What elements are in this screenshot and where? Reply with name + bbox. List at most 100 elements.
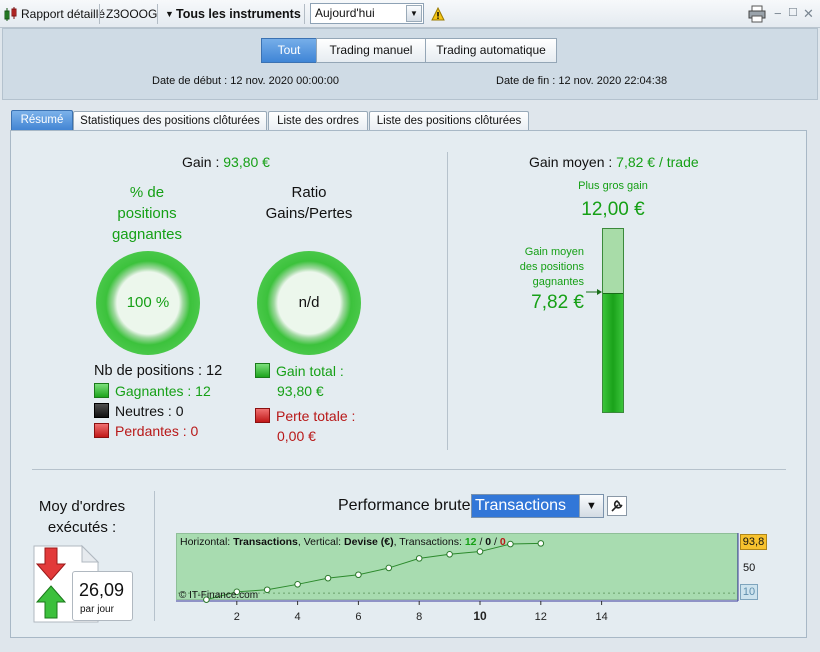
start-date-value: 12 nov. 2020 00:00:00 [230,75,339,87]
x-tick-label: 4 [295,611,301,623]
max-gain-label: Plus gros gain [578,180,648,192]
info-wins: 12 [464,536,477,548]
legend-losing: Perdantes : 0 [94,421,198,441]
data-point [385,564,393,572]
chart-info: Horizontal: Transactions, Vertical: Devi… [180,536,506,548]
performance-label: Performance brute [338,497,471,514]
pct-title: % de positions gagnantes [96,182,198,245]
maximize-icon[interactable]: ☐ [788,7,798,19]
x-tick-label: 10 [473,609,487,623]
horizontal-divider [32,469,786,470]
start-date-label: Date de début : [152,75,228,87]
red-square-icon [94,423,109,438]
tab-closed-positions[interactable]: Liste des positions clôturées [369,111,529,131]
chevron-down-icon[interactable]: ▼ [165,9,174,19]
profit-loss-ratio-gauge: n/d [257,251,361,355]
pct-value: 100 % [126,294,170,311]
info-losses: 0 [499,536,506,548]
avg-winning-line: gagnantes [532,276,584,288]
series-line [206,542,541,601]
info-neutral: 0 [485,536,492,548]
neutral-label: Neutres : 0 [115,403,184,419]
gain-heading: Gain : 93,80 € [182,154,270,170]
printer-icon[interactable] [747,5,767,23]
green-square-icon [255,363,270,378]
info-vertical: Devise (€) [344,536,394,548]
tab-resume[interactable]: Résumé [11,110,73,131]
segment-auto[interactable]: Trading automatique [425,38,557,63]
toolbar-divider [304,4,305,24]
info-horizontal: Transactions [233,536,298,548]
data-point [294,581,301,588]
minimize-icon[interactable]: − [774,6,782,21]
legend-total-loss: Perte totale : [255,406,355,426]
chevron-down-icon[interactable]: ▼ [406,5,422,22]
total-gain-value: 93,80 € [277,383,324,399]
avg-winning-line: Gain moyen [524,246,584,258]
data-point [476,548,484,555]
x-tick-label: 8 [416,611,422,623]
report-button[interactable]: Rapport détaillé [21,7,106,21]
ratio-title: Ratio Gains/Pertes [248,182,370,224]
total-gain-label: Gain total : [276,363,344,379]
warning-icon[interactable] [431,7,445,21]
tab-orders[interactable]: Liste des ordres [268,111,368,131]
segment-tout[interactable]: Tout [261,38,317,63]
avg-gain-label: Gain moyen : [529,154,613,170]
vertical-divider [447,152,448,450]
segment-manual[interactable]: Trading manuel [316,38,426,63]
info-transactions: , Transactions: [393,536,462,548]
ratio-value: n/d [298,294,320,311]
toolbar: Rapport détaillé Z3OOOG ▼ Tous les instr… [0,0,820,28]
avg-gain-heading: Gain moyen : 7,82 € / trade [529,154,699,170]
avg-orders-line: exécutés : [47,519,117,536]
data-point [203,596,210,603]
total-loss-label: Perte totale : [276,408,356,424]
gain-bar-track [602,228,624,413]
avg-orders-unit: par jour [80,604,114,615]
candlestick-icon [4,7,17,21]
data-point [507,540,514,548]
avg-winning-value: 7,82 € [531,292,584,313]
legend-total-gain: Gain total : [255,361,344,381]
black-square-icon [94,403,109,418]
y-max-badge: 93,8 [740,534,767,550]
avg-gain-value: 7,82 € / trade [616,154,699,170]
data-point [233,588,241,596]
toolbar-divider [157,4,158,24]
chevron-down-icon[interactable]: ▼ [579,495,603,517]
ratio-title-line: Gains/Pertes [265,205,353,222]
info-slash: / [479,536,483,548]
period-select[interactable]: Aujourd'hui ▼ [310,3,424,24]
vertical-divider [154,491,155,621]
pct-title-line: gagnantes [111,226,183,243]
instruments-selector[interactable]: Tous les instruments [176,7,301,21]
data-point [263,586,271,594]
red-square-icon [255,408,270,423]
data-point [324,574,332,582]
avg-orders-title: Moy d'ordres exécutés : [24,496,140,538]
end-date-label: Date de fin : [496,75,556,87]
wrench-icon[interactable] [607,496,627,516]
toolbar-divider [99,4,100,24]
account-label[interactable]: Z3OOOG [106,7,158,21]
avg-orders-line: Moy d'ordres [38,498,126,515]
tab-statistics[interactable]: Statistiques des positions clôturées [73,111,267,131]
performance-select[interactable]: Transactions ▼ [471,494,604,518]
losing-label: Perdantes : 0 [115,423,199,439]
max-gain-value: 12,00 € [581,199,645,220]
period-value: Aujourd'hui [315,6,375,20]
winning-positions-gauge: 100 % [96,251,200,355]
y-tick-50: 50 [743,562,756,574]
gain-label: Gain : [182,154,220,170]
ratio-title-line: Ratio [291,184,327,201]
winning-label: Gagnantes : 12 [115,383,211,399]
data-point [537,540,545,547]
end-date: Date de fin : 12 nov. 2020 22:04:38 [496,75,667,87]
close-icon[interactable]: ✕ [803,6,814,21]
x-tick-label: 12 [535,611,547,623]
green-square-icon [94,383,109,398]
y-min-badge: 10 [740,584,758,600]
data-point [355,571,362,579]
